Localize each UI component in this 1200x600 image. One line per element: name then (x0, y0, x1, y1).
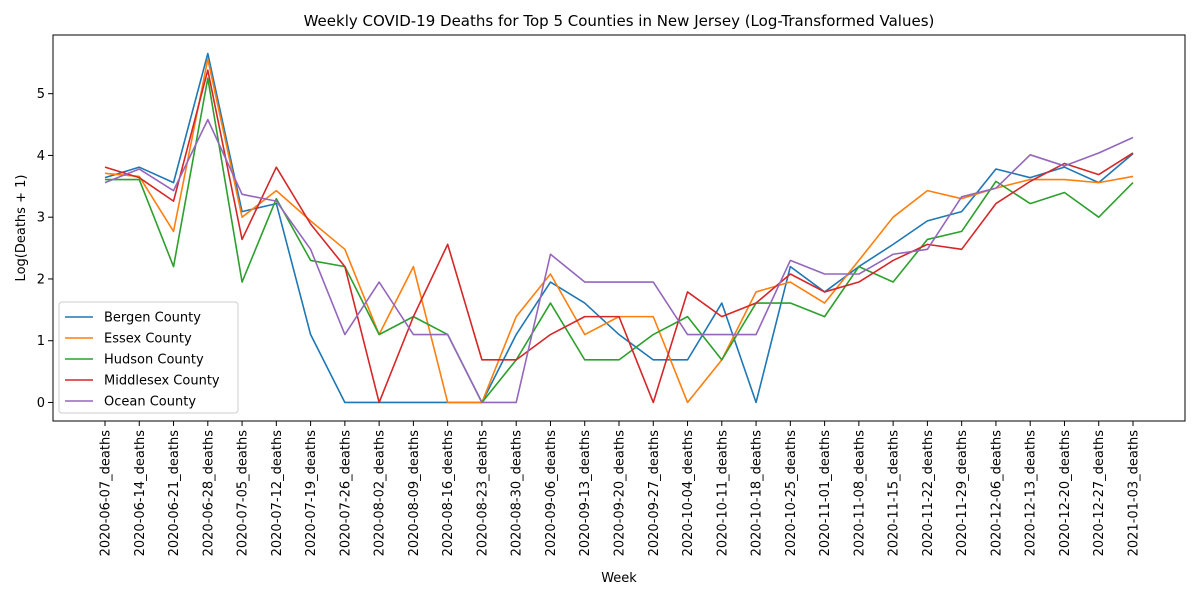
x-tick-label: 2020-06-21_deaths (167, 430, 182, 557)
x-tick-label: 2020-09-13_deaths (578, 430, 593, 557)
x-tick-label: 2020-09-20_deaths (613, 430, 628, 557)
x-tick-label: 2020-06-07_deaths (99, 430, 114, 557)
x-tick-label: 2020-11-15_deaths (887, 430, 902, 557)
x-tick-label: 2020-09-27_deaths (647, 430, 662, 557)
plot-area (52, 34, 1186, 422)
y-tick-label: 5 (37, 87, 45, 102)
x-tick-label: 2020-11-22_deaths (921, 430, 936, 557)
x-tick-label: 2020-11-29_deaths (955, 430, 970, 557)
x-tick-label: 2021-01-03_deaths (1127, 430, 1142, 557)
y-tick-label: 0 (37, 396, 45, 411)
x-tick-label: 2020-07-26_deaths (338, 430, 353, 557)
x-tick-label: 2020-08-16_deaths (441, 430, 456, 557)
x-tick-label: 2020-06-28_deaths (201, 430, 216, 557)
series-line-bergen-county (104, 52, 1134, 404)
y-tick-label: 4 (37, 149, 45, 164)
y-axis: 0 1 2 3 4 5 (37, 87, 53, 411)
x-tick-label: 2020-08-09_deaths (407, 430, 422, 557)
legend-frame (58, 301, 239, 414)
x-tick-label: 2020-12-06_deaths (989, 430, 1004, 557)
x-tick-label: 2020-10-11_deaths (715, 430, 730, 557)
legend-label-essex-county: Essex County (104, 332, 192, 347)
legend: Bergen County Essex County Hudson County Mi… (58, 301, 239, 414)
x-tick-label: 2020-10-18_deaths (750, 430, 765, 557)
series-line-middlesex-county (104, 69, 1134, 404)
x-tick-label: 2020-10-04_deaths (681, 430, 696, 557)
x-tick-label: 2020-09-06_deaths (544, 430, 559, 557)
x-tick-label: 2020-07-12_deaths (270, 430, 285, 557)
legend-label-bergen-county: Bergen County (104, 311, 201, 326)
y-tick-label: 3 (37, 211, 45, 226)
x-tick-label: 2020-10-25_deaths (784, 430, 799, 557)
x-tick-label: 2020-07-05_deaths (236, 430, 251, 557)
x-tick-label: 2020-08-30_deaths (510, 430, 525, 557)
x-axis-title: Week (601, 571, 637, 586)
legend-label-middlesex-county: Middlesex County (104, 374, 220, 389)
x-axis: 2020-06-07_deaths 2020-06-14_deaths 2020-0… (99, 421, 1142, 556)
x-tick-label: 2020-12-13_deaths (1024, 430, 1039, 557)
y-tick-label: 1 (37, 334, 45, 349)
x-tick-label: 2020-07-19_deaths (304, 430, 319, 557)
series-lines (104, 52, 1134, 404)
series-line-ocean-county (104, 118, 1134, 404)
x-tick-label: 2020-11-08_deaths (852, 430, 867, 557)
x-tick-label: 2020-12-27_deaths (1092, 430, 1107, 557)
legend-label-ocean-county: Ocean County (104, 395, 196, 410)
chart-title: Weekly COVID-19 Deaths for Top 5 Countie… (304, 12, 935, 30)
x-tick-label: 2020-08-02_deaths (373, 430, 388, 557)
y-axis-title: Log(Deaths + 1) (14, 175, 29, 282)
y-tick-label: 2 (37, 272, 45, 287)
series-line-hudson-county (105, 77, 1134, 404)
legend-label-hudson-county: Hudson County (104, 353, 204, 368)
x-tick-label: 2020-11-01_deaths (818, 430, 833, 557)
x-tick-label: 2020-12-20_deaths (1058, 430, 1073, 557)
x-tick-label: 2020-06-14_deaths (133, 430, 148, 557)
x-tick-label: 2020-08-23_deaths (475, 430, 490, 557)
